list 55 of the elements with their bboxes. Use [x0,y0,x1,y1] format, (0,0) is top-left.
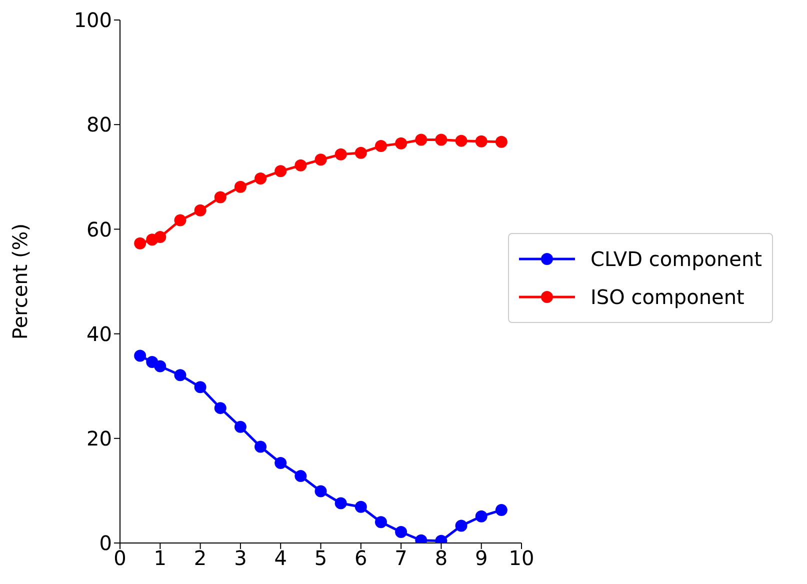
y-axis-title: Percent (%) [8,223,32,340]
point [374,140,387,152]
point [174,214,186,226]
point [374,516,387,528]
point [354,146,367,159]
point [395,526,408,538]
point [294,159,307,172]
y-tick-label: 100 [74,8,112,32]
x-tick-label: 2 [194,546,207,570]
point [455,134,468,147]
point [134,350,146,362]
point [234,180,246,193]
point [495,504,508,516]
x-tick-label: 1 [154,546,167,570]
point [274,456,287,469]
point [354,500,367,513]
point [334,497,347,510]
point [314,485,327,498]
point [294,470,307,482]
legend-label: CLVD component [590,247,762,271]
x-tick-label: 5 [314,546,328,570]
y-tick-label: 20 [86,426,112,450]
point [415,134,428,146]
point [314,154,327,166]
point [254,172,267,184]
y-tick-label: 80 [86,112,112,137]
point [395,137,408,150]
point [234,420,246,433]
point [154,360,166,372]
point [495,136,508,148]
point [475,510,488,522]
point [174,369,186,382]
x-tick-label: 6 [354,546,368,570]
point [475,135,488,148]
x-tick-label: 9 [474,546,488,570]
point [154,231,166,244]
x-tick-label: 10 [508,546,534,570]
y-tick-label: 60 [86,217,112,242]
y-tick-label: 40 [86,322,112,346]
point [334,148,347,160]
x-tick-label: 3 [234,546,247,570]
point [194,381,206,394]
point [435,134,448,146]
point [214,191,226,204]
y-tick-label: 0 [99,531,112,556]
x-tick-label: 4 [274,546,287,570]
point [134,237,146,250]
point [254,440,267,453]
x-tick-label: 7 [394,546,408,570]
point [214,402,226,414]
point [194,204,206,216]
x-tick-label: 8 [434,546,448,570]
point [274,165,287,178]
point [455,520,468,532]
legend-label: ISO component [590,285,744,309]
